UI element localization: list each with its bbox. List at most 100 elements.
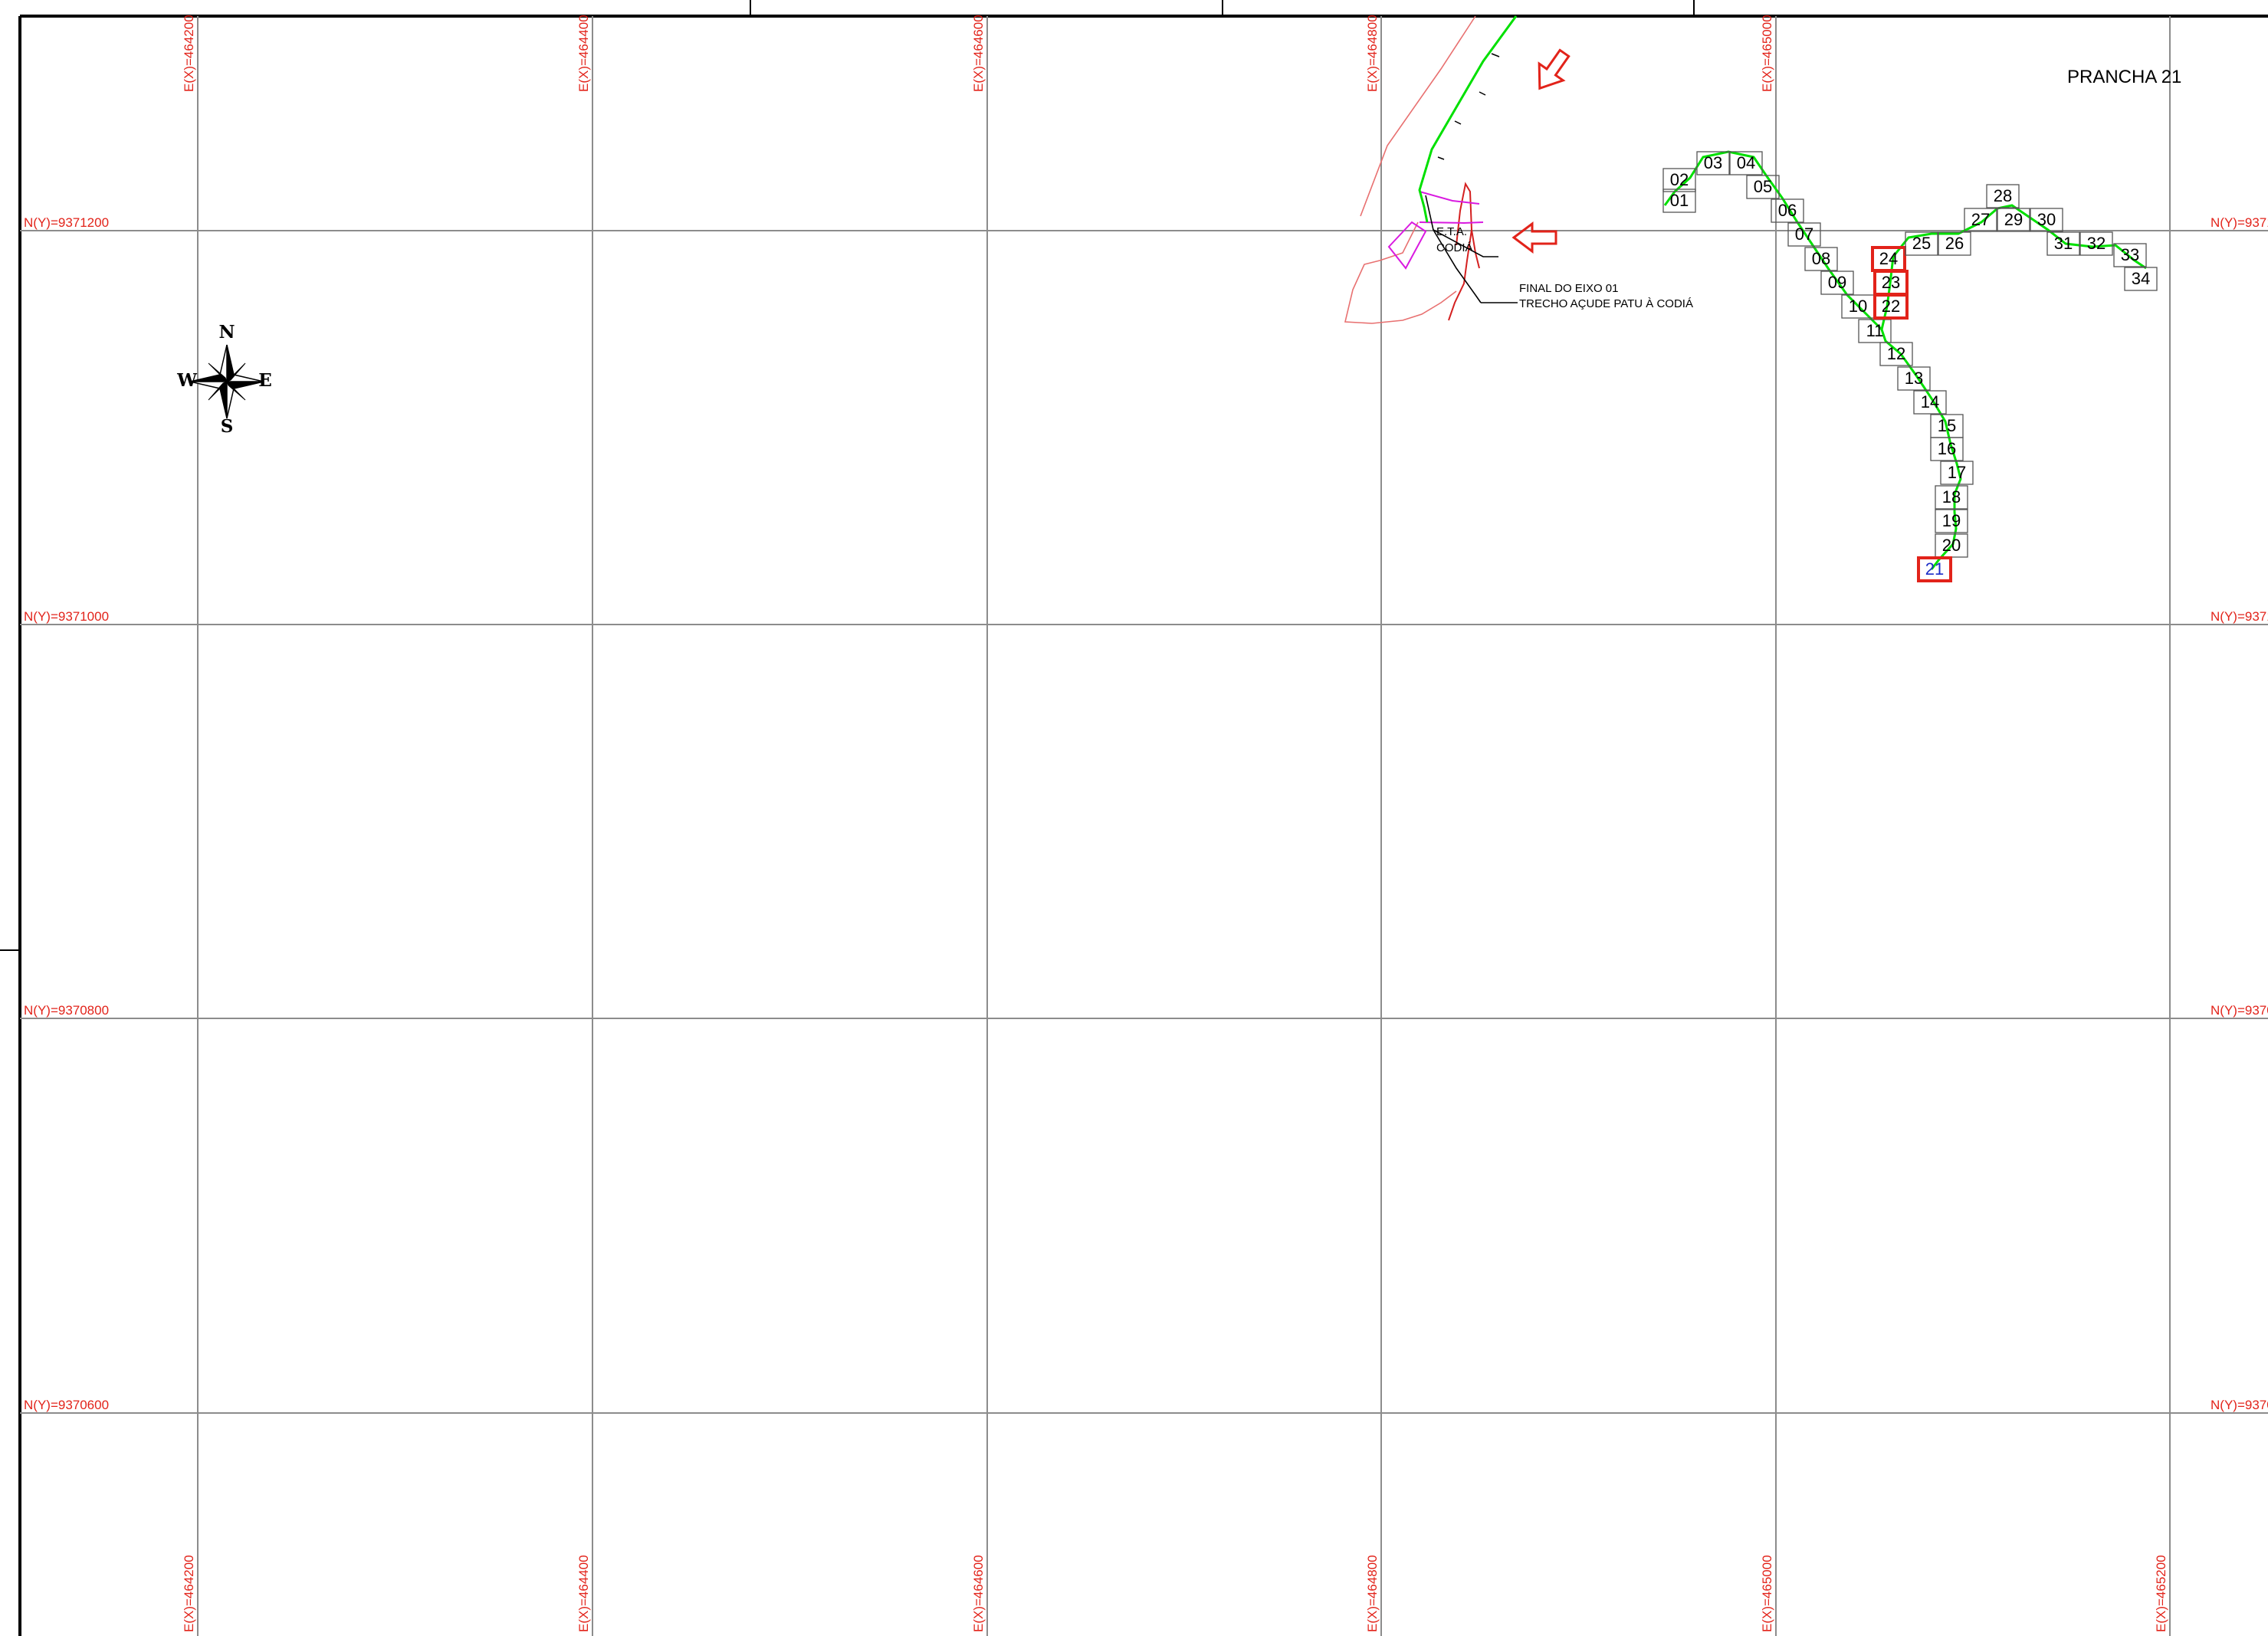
sheet-tile-label: 19 <box>1942 511 1961 530</box>
sheet-tile-label: 11 <box>1866 321 1884 340</box>
sheet-tile-23[interactable]: 23 <box>1873 270 1909 296</box>
sheet-tile-label: 21 <box>1925 559 1944 579</box>
sheet-tile-label: 07 <box>1795 225 1813 244</box>
sheet-tile-label: 15 <box>1938 416 1956 435</box>
sheet-tile-07[interactable]: 07 <box>1787 222 1821 247</box>
easting-label-bottom: E(X)=465000 <box>1760 1555 1774 1632</box>
easting-label-top: E(X)=465000 <box>1760 15 1774 92</box>
sheet-tile-02[interactable]: 02 <box>1662 168 1696 192</box>
sheet-tile-label: 31 <box>2054 234 2073 253</box>
property-outline <box>1387 191 1484 270</box>
sheet-tile-10[interactable]: 10 <box>1841 294 1875 319</box>
sheet-tile-label: 14 <box>1921 392 1939 411</box>
sheet-tile-34[interactable]: 34 <box>2124 267 2158 291</box>
sheet-tile-15[interactable]: 15 <box>1930 414 1964 438</box>
easting-label-top: E(X)=464400 <box>576 15 591 92</box>
eta-label-2: CODIÁ <box>1436 241 1473 254</box>
sheet-tile-13[interactable]: 13 <box>1897 366 1931 391</box>
sheet-tile-24[interactable]: 24 <box>1871 246 1906 272</box>
sheet-tile-30[interactable]: 30 <box>2030 208 2063 232</box>
sheet-tile-04[interactable]: 04 <box>1729 151 1763 175</box>
sheet-tile-17[interactable]: 17 <box>1940 461 1974 485</box>
sheet-tile-19[interactable]: 19 <box>1935 509 1968 533</box>
sheet-tile-label: 29 <box>2004 210 2023 229</box>
sheet-title: PRANCHA 21 <box>2067 67 2181 87</box>
sheet-tile-label: 01 <box>1670 191 1689 210</box>
easting-label-top: E(X)=464800 <box>1365 15 1380 92</box>
easting-label-bottom: E(X)=464200 <box>182 1555 196 1632</box>
flow-arrow-icon <box>1511 221 1557 254</box>
sheet-tile-08[interactable]: 08 <box>1804 247 1838 271</box>
sheet-tile-33[interactable]: 33 <box>2113 243 2147 267</box>
sheet-tile-31[interactable]: 31 <box>2046 231 2080 256</box>
sheet-tile-20[interactable]: 20 <box>1935 533 1968 558</box>
easting-label-bottom: E(X)=464600 <box>971 1555 986 1632</box>
northing-label-right: N(Y)=9370 <box>2211 1398 2268 1412</box>
sheet-tile-01[interactable]: 01 <box>1662 189 1696 213</box>
compass-east: E <box>258 370 272 391</box>
sheet-tile-label: 04 <box>1737 153 1755 172</box>
coordinate-labels: E(X)=464200 E(X)=464200 E(X)=464400 E(X)=46… <box>24 15 2268 1632</box>
northing-label-right: N(Y)=9370 <box>2211 1003 2268 1018</box>
sheet-tile-21[interactable]: 21 <box>1917 556 1952 582</box>
sheet-tile-11[interactable]: 11 <box>1858 319 1892 343</box>
sheet-tile-14[interactable]: 14 <box>1913 390 1947 415</box>
compass-north: N <box>218 322 235 343</box>
flow-arrow-icon <box>1538 48 1571 90</box>
sheet-tile-label: 28 <box>1994 186 2012 205</box>
sheet-tile-label: 33 <box>2121 245 2139 264</box>
sheet-tile-03[interactable]: 03 <box>1696 151 1730 175</box>
northing-label-left: N(Y)=9370800 <box>24 1003 109 1018</box>
terrain-lines <box>1344 15 1476 324</box>
sheet-tile-28[interactable]: 28 <box>1986 184 2020 208</box>
eta-site-lines <box>1425 195 1518 303</box>
sheet-tile-32[interactable]: 32 <box>2079 231 2113 256</box>
pipeline-ticks <box>1437 53 1500 160</box>
sheet-tile-label: 26 <box>1945 234 1964 253</box>
sheet-tile-06[interactable]: 06 <box>1771 198 1804 223</box>
easting-label-top: E(X)=464600 <box>971 15 986 92</box>
sheet-tile-label: 24 <box>1879 249 1898 268</box>
sheet-tile-label: 32 <box>2087 234 2106 253</box>
compass-south: S <box>221 416 234 437</box>
compass-west: W <box>176 370 198 391</box>
sheet-tile-label: 09 <box>1828 273 1846 292</box>
sheet-tile-label: 13 <box>1905 369 1923 388</box>
sheet-tile-25[interactable]: 25 <box>1905 231 1938 256</box>
sheet-tile-label: 34 <box>2132 269 2150 288</box>
northing-label-left: N(Y)=9371200 <box>24 215 109 230</box>
sheet-tile-27[interactable]: 27 <box>1964 208 1997 232</box>
sheet-tile-label: 08 <box>1812 249 1830 268</box>
sheet-tile-label: 12 <box>1887 344 1905 363</box>
easting-label-bottom: E(X)=465200 <box>2154 1555 2168 1632</box>
northing-label-left: N(Y)=9371000 <box>24 609 109 624</box>
axis-end-label: FINAL DO EIXO 01 <box>1519 282 1619 295</box>
sheet-tile-18[interactable]: 18 <box>1935 485 1968 510</box>
sheet-tile-05[interactable]: 05 <box>1746 175 1780 199</box>
sheet-tile-29[interactable]: 29 <box>1997 208 2030 232</box>
sheet-tile-22[interactable]: 22 <box>1873 293 1909 320</box>
sheet-tile-label: 23 <box>1882 273 1900 292</box>
sheet-tile-label: 03 <box>1704 153 1722 172</box>
sheet-tile-label: 05 <box>1754 177 1772 196</box>
frame-ticks <box>0 0 1695 951</box>
northing-label-right: N(Y)=9371 <box>2211 609 2268 624</box>
sheet-tile-label: 10 <box>1849 297 1867 316</box>
sheet-tile-26[interactable]: 26 <box>1938 231 1971 256</box>
sheet-tile-16[interactable]: 16 <box>1930 437 1964 461</box>
sheet-tile-label: 06 <box>1778 201 1797 220</box>
pipeline-main <box>1418 15 1518 223</box>
easting-label-bottom: E(X)=464400 <box>576 1555 591 1632</box>
easting-label-bottom: E(X)=464800 <box>1365 1555 1380 1632</box>
northing-label-right: N(Y)=9371 <box>2211 215 2268 230</box>
sheet-tile-09[interactable]: 09 <box>1820 270 1854 295</box>
northing-label-left: N(Y)=9370600 <box>24 1398 109 1412</box>
easting-label-top: E(X)=464200 <box>182 15 196 92</box>
sheet-tile-label: 22 <box>1882 297 1900 316</box>
sheet-tile-label: 25 <box>1912 234 1931 253</box>
sheet-tile-12[interactable]: 12 <box>1879 342 1913 366</box>
sheet-tile-label: 27 <box>1971 210 1990 229</box>
sheet-tile-label: 20 <box>1942 536 1961 555</box>
sheet-tile-label: 16 <box>1938 439 1956 458</box>
